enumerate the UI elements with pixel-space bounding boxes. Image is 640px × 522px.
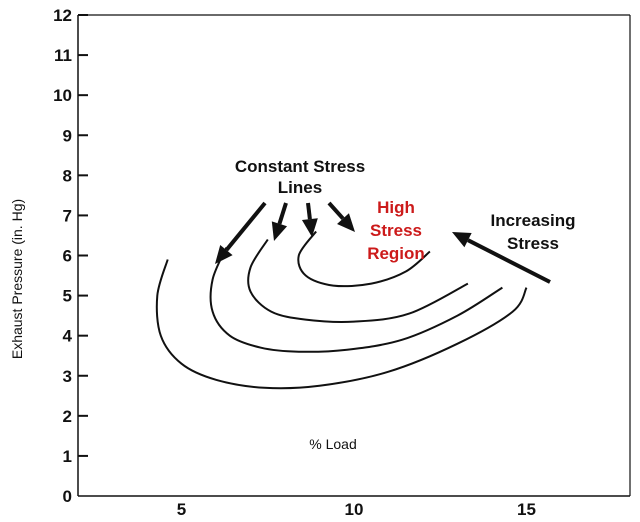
axes [77, 14, 631, 497]
y-axis-title: Exhaust Pressure (in. Hg) [9, 199, 25, 359]
x-tick-label: 15 [517, 500, 536, 519]
stress-curve-1 [155, 259, 528, 390]
arrow-to-curve-1 [215, 201, 267, 264]
stress-curve-3 [247, 238, 469, 323]
stress-curve-2 [209, 247, 503, 353]
constant-stress-curves [155, 230, 528, 390]
arrow-to-curve-4 [327, 201, 355, 232]
y-tick-label: 1 [63, 447, 72, 466]
y-tick-label: 0 [63, 487, 72, 506]
arrow-head [271, 221, 288, 241]
arrow-shaft [306, 202, 312, 220]
arrow-to-curve-3 [301, 202, 318, 237]
arrow-shaft [327, 201, 345, 220]
arrow-to-curve-2 [271, 202, 288, 241]
y-tick-label: 5 [63, 287, 72, 306]
stress-curve-4 [297, 230, 431, 288]
annotation-constant-stress-line2: Lines [278, 178, 322, 197]
annotation-increasing-stress-line2: Stress [507, 234, 559, 253]
arrow-increasing-stress [452, 232, 551, 284]
y-tick-label: 6 [63, 247, 72, 266]
x-tick-label: 5 [177, 500, 186, 519]
arrow-head [215, 245, 233, 264]
y-tick-label: 7 [63, 206, 72, 225]
arrow-head [301, 218, 318, 237]
annotation-constant-stress-line1: Constant Stress [235, 157, 365, 176]
y-tick-label: 3 [63, 367, 72, 386]
y-tick-label: 11 [54, 46, 72, 65]
x-axis-title: % Load [309, 436, 356, 452]
annotation-high-stress-line2: Stress [370, 221, 422, 240]
arrow-head [337, 213, 355, 232]
arrow-head [452, 232, 472, 248]
y-tick-label: 4 [63, 327, 73, 346]
annotation-high-stress-line1: High [377, 198, 415, 217]
y-tick-label: 12 [53, 6, 72, 25]
arrow-shaft [467, 238, 551, 284]
y-tick-label: 9 [63, 126, 72, 145]
arrow-shaft [224, 201, 267, 252]
annotation-arrows [215, 201, 551, 284]
annotation-high-stress-line3: Region [367, 244, 425, 263]
y-tick-label: 2 [63, 407, 72, 426]
annotation-increasing-stress-line1: Increasing [490, 211, 575, 230]
arrow-shaft [277, 202, 288, 225]
y-tick-label: 10 [53, 86, 72, 105]
y-tick-label: 8 [63, 166, 72, 185]
x-tick-label: 10 [345, 500, 364, 519]
